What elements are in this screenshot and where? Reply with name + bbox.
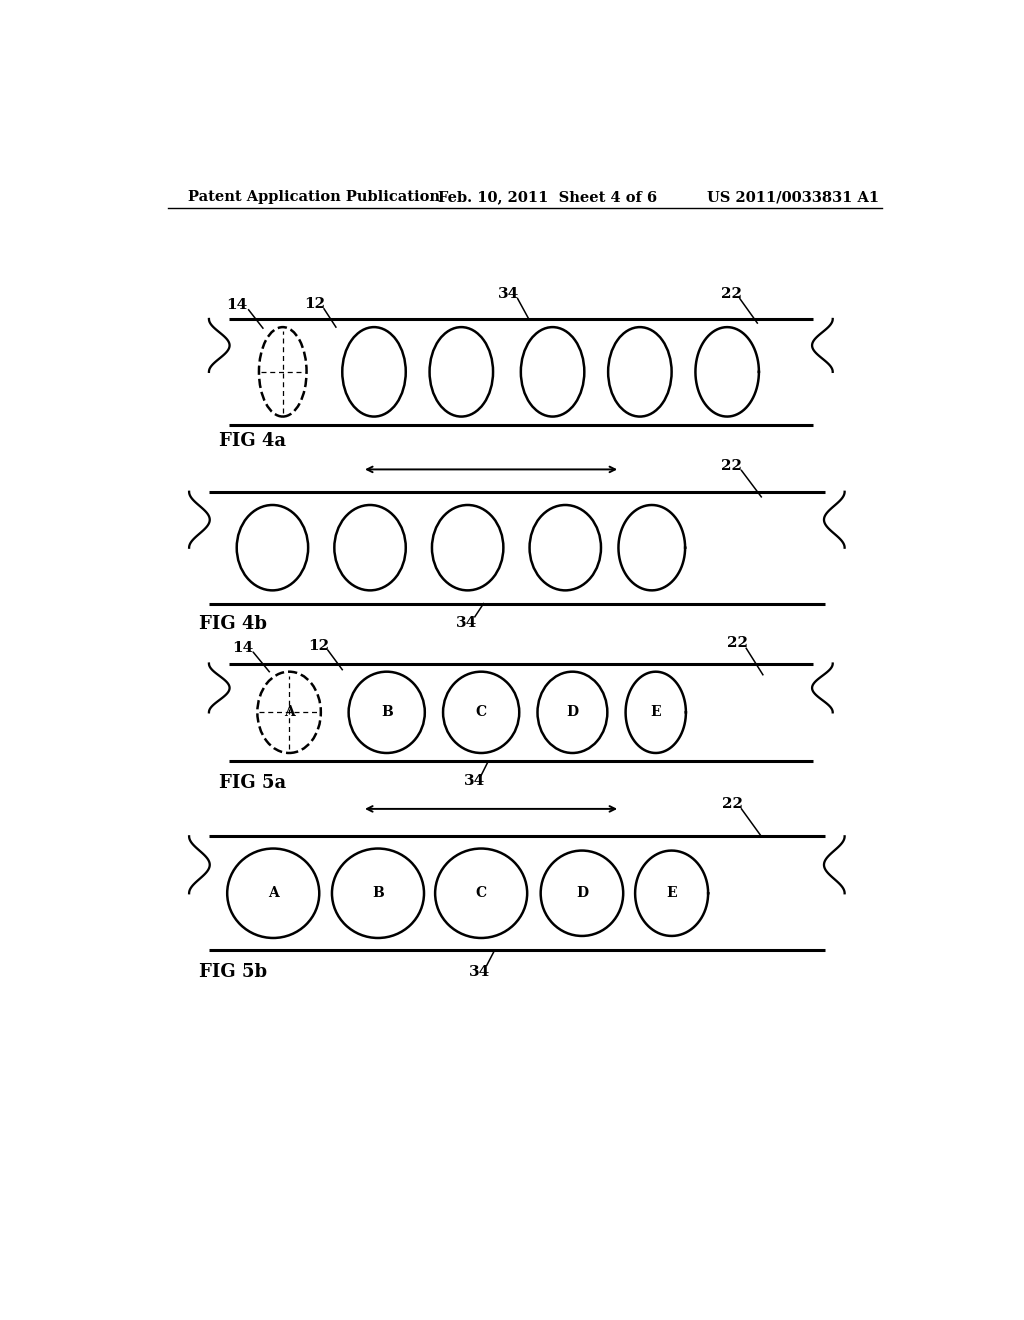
Text: A: A bbox=[284, 705, 295, 719]
Text: 34: 34 bbox=[464, 775, 485, 788]
Text: B: B bbox=[381, 705, 392, 719]
Text: 34: 34 bbox=[499, 286, 519, 301]
Text: 22: 22 bbox=[722, 797, 743, 810]
Text: E: E bbox=[667, 886, 677, 900]
Text: D: D bbox=[575, 886, 588, 900]
Text: C: C bbox=[475, 705, 486, 719]
Text: FIG 4a: FIG 4a bbox=[219, 432, 287, 450]
Text: E: E bbox=[650, 705, 662, 719]
Text: 12: 12 bbox=[304, 297, 325, 310]
Text: FIG 4b: FIG 4b bbox=[200, 615, 267, 632]
Text: 34: 34 bbox=[469, 965, 490, 978]
Text: Patent Application Publication: Patent Application Publication bbox=[187, 190, 439, 205]
Text: US 2011/0033831 A1: US 2011/0033831 A1 bbox=[708, 190, 880, 205]
Text: 12: 12 bbox=[308, 639, 329, 653]
Text: 14: 14 bbox=[226, 298, 248, 312]
Text: D: D bbox=[566, 705, 579, 719]
Text: 22: 22 bbox=[721, 459, 741, 474]
Text: 14: 14 bbox=[232, 642, 254, 655]
Text: 22: 22 bbox=[721, 286, 741, 301]
Text: Feb. 10, 2011  Sheet 4 of 6: Feb. 10, 2011 Sheet 4 of 6 bbox=[437, 190, 656, 205]
Text: A: A bbox=[268, 886, 279, 900]
Text: C: C bbox=[475, 886, 486, 900]
Text: B: B bbox=[372, 886, 384, 900]
Text: FIG 5a: FIG 5a bbox=[219, 775, 287, 792]
Text: FIG 5b: FIG 5b bbox=[200, 962, 267, 981]
Text: 34: 34 bbox=[457, 616, 477, 630]
Text: 22: 22 bbox=[727, 636, 748, 651]
